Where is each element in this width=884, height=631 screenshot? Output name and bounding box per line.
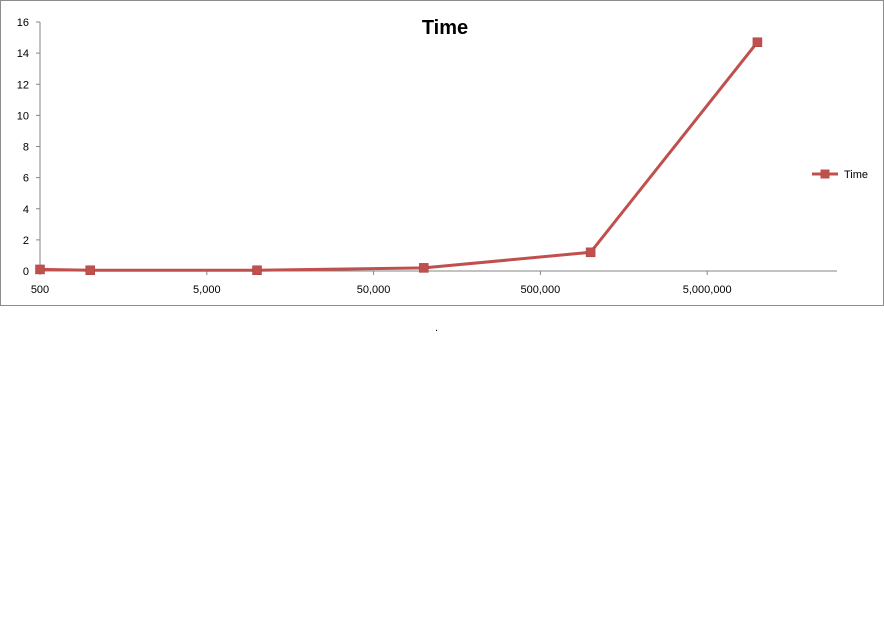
y-tick-label: 0 <box>23 266 29 278</box>
y-tick-label: 6 <box>23 173 29 185</box>
series-layer <box>35 37 763 275</box>
legend-swatch-marker <box>820 169 830 179</box>
y-tick-label: 12 <box>17 79 29 91</box>
x-axis: 500 5,000 50,000 500,000 5,000,000 <box>31 270 837 296</box>
legend-label: Time <box>844 169 868 181</box>
y-tick-label: 2 <box>23 235 29 247</box>
chart-area: Time 0 2 4 6 8 10 12 14 16 500 5,000 50,000 500,000… <box>0 0 884 306</box>
line-chart: Time 0 2 4 6 8 10 12 14 16 500 5,000 50,000 500,000… <box>17 17 868 296</box>
y-axis: 0 2 4 6 8 10 12 14 16 <box>17 17 41 278</box>
y-tick-label: 4 <box>23 204 29 216</box>
series-line <box>39 41 759 272</box>
footer-mark: . <box>435 322 439 334</box>
y-tick-label: 8 <box>23 142 29 154</box>
data-point-marker <box>85 265 95 275</box>
x-tick-label: 5,000,000 <box>683 284 732 296</box>
x-tick-label: 500 <box>31 284 49 296</box>
legend: Time <box>812 169 868 181</box>
x-tick-label: 5,000 <box>193 284 221 296</box>
data-point-marker <box>752 37 763 47</box>
y-tick-label: 14 <box>17 48 29 60</box>
x-tick-label: 50,000 <box>357 284 391 296</box>
data-point-marker <box>252 265 262 275</box>
x-tick-label: 500,000 <box>521 284 561 296</box>
data-point-marker <box>419 263 429 273</box>
chart-title: Time <box>422 17 468 39</box>
y-tick-label: 10 <box>17 110 29 122</box>
data-point-marker <box>35 264 45 275</box>
y-tick-label: 16 <box>17 17 29 29</box>
data-point-marker <box>585 247 596 258</box>
